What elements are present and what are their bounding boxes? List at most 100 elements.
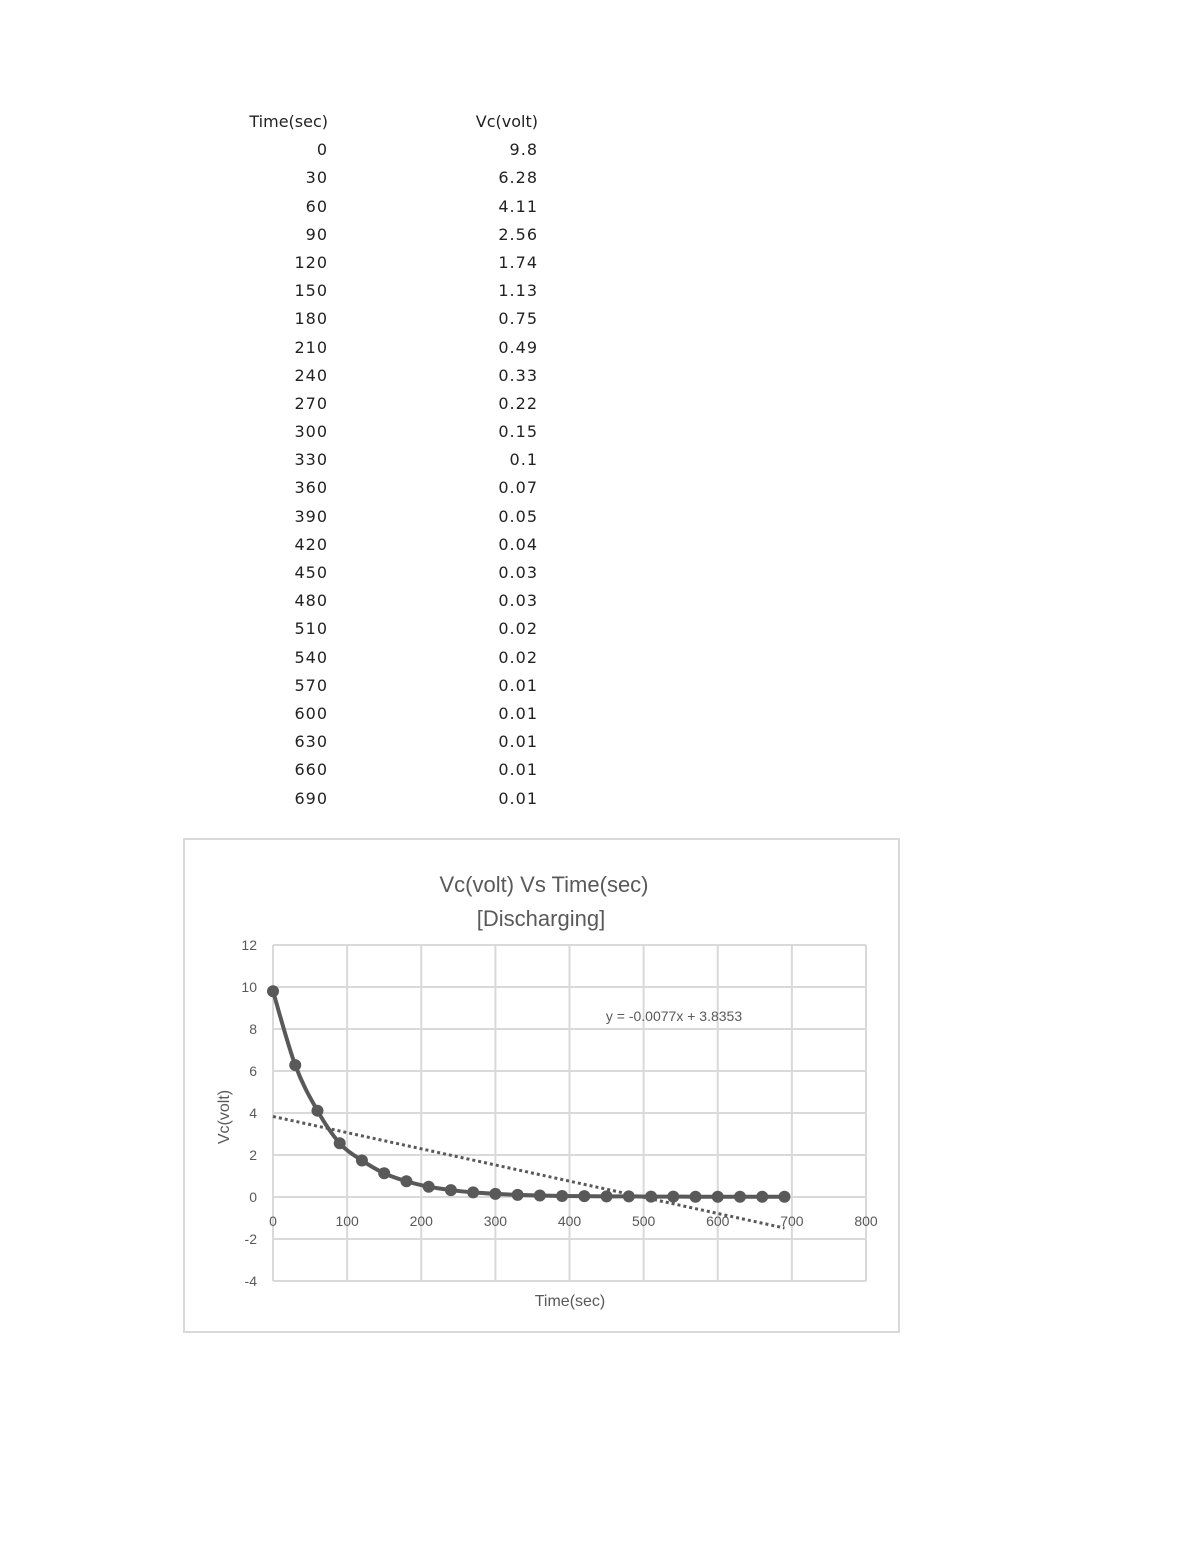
cell-vc: 0.01 [498, 760, 538, 780]
cell-vc: 0.15 [498, 422, 538, 442]
cell-vc: 0.04 [498, 534, 538, 554]
cell-time: 270 [294, 393, 328, 413]
cell-time: 570 [294, 675, 328, 695]
data-point [711, 1190, 724, 1203]
cell-vc: 4.11 [498, 196, 538, 216]
y-tick-label: 2 [249, 1147, 257, 1163]
table-row: 480 0.03 [230, 587, 550, 615]
table-row: 60 4.11 [230, 193, 550, 221]
cell-vc: 0.03 [498, 563, 538, 582]
y-tick-label: -4 [245, 1273, 258, 1289]
cell-vc: 0.07 [498, 478, 538, 498]
cell-time: 630 [294, 732, 328, 752]
cell-time: 240 [294, 365, 328, 385]
data-point [667, 1190, 680, 1203]
data-point [689, 1190, 702, 1203]
x-tick-label: 300 [484, 1213, 508, 1229]
data-point [400, 1175, 413, 1188]
data-point [733, 1190, 746, 1203]
x-tick-label: 100 [335, 1213, 359, 1229]
cell-vc: 9.8 [509, 140, 538, 160]
cell-time: 660 [294, 760, 328, 780]
data-point [556, 1189, 569, 1202]
gridlines [272, 944, 867, 1282]
cell-vc: 0.75 [498, 309, 538, 329]
data-point [511, 1188, 524, 1201]
table-row: 390 0.05 [230, 503, 550, 531]
cell-vc: 0.01 [498, 675, 538, 695]
x-tick-label: 500 [632, 1213, 656, 1229]
data-point [600, 1190, 613, 1203]
table-header: Time(sec) Vc(volt) [230, 108, 550, 136]
cell-time: 480 [294, 591, 328, 611]
cell-time: 360 [294, 478, 328, 498]
data-point [533, 1189, 546, 1202]
table-row: 270 0.22 [230, 390, 550, 418]
chart-svg: Vc(volt) Vs Time(sec) [Discharging] -4 -2… [216, 872, 878, 1310]
cell-vc: 1.13 [498, 281, 538, 301]
cell-time: 30 [305, 168, 328, 188]
cell-time: 420 [294, 534, 328, 554]
data-point [355, 1154, 368, 1167]
y-tick-labels: -4 -2 0 2 4 6 8 10 12 [241, 937, 257, 1289]
table-row: 330 0.1 [230, 446, 550, 474]
cell-time: 60 [305, 196, 328, 216]
cell-time: 690 [294, 788, 328, 808]
y-axis-label: Vc(volt) [216, 1090, 233, 1144]
data-point [311, 1104, 324, 1117]
cell-time: 540 [294, 647, 328, 667]
cell-vc: 0.22 [498, 393, 538, 413]
x-tick-label: 400 [558, 1213, 582, 1229]
cell-time: 90 [305, 224, 328, 244]
table-row: 300 0.15 [230, 418, 550, 446]
table-row: 600 0.01 [230, 700, 550, 728]
cell-time: 0 [316, 140, 328, 160]
table-row: 240 0.33 [230, 362, 550, 390]
table-row: 30 6.28 [230, 164, 550, 192]
table-row: 660 0.01 [230, 756, 550, 784]
x-tick-label: 0 [269, 1213, 277, 1229]
cell-time: 300 [294, 422, 328, 442]
table-row: 180 0.75 [230, 305, 550, 333]
trendline-equation: y = -0.0077x + 3.8353 [606, 1008, 742, 1024]
cell-time: 330 [294, 450, 328, 470]
data-point [444, 1184, 457, 1197]
table-row: 690 0.01 [230, 785, 550, 813]
table-row: 150 1.13 [230, 277, 550, 305]
chart-title: Vc(volt) Vs Time(sec) [439, 872, 648, 897]
cell-time: 600 [294, 703, 328, 723]
data-point [422, 1180, 435, 1193]
x-tick-label: 200 [410, 1213, 434, 1229]
cell-vc: 0.01 [498, 788, 538, 808]
data-series [267, 985, 791, 1203]
header-time: Time(sec) [249, 112, 328, 131]
cell-vc: 0.01 [498, 703, 538, 723]
table-row: 0 9.8 [230, 136, 550, 164]
y-tick-label: 4 [249, 1105, 257, 1121]
data-point [467, 1186, 480, 1199]
cell-time: 450 [294, 563, 328, 582]
x-axis-label: Time(sec) [535, 1293, 606, 1310]
cell-vc: 0.02 [498, 619, 538, 639]
table-row: 420 0.04 [230, 531, 550, 559]
x-tick-label: 600 [706, 1213, 730, 1229]
table-row: 510 0.02 [230, 615, 550, 643]
cell-vc: 6.28 [498, 168, 538, 188]
table-row: 360 0.07 [230, 474, 550, 502]
cell-time: 390 [294, 506, 328, 526]
cell-vc: 0.33 [498, 365, 538, 385]
cell-vc: 0.1 [509, 450, 538, 470]
y-tick-label: 6 [249, 1063, 257, 1079]
data-point [489, 1187, 502, 1200]
y-tick-label: 12 [241, 937, 257, 953]
cell-time: 120 [294, 252, 328, 272]
table-row: 630 0.01 [230, 728, 550, 756]
x-tick-label: 700 [780, 1213, 804, 1229]
data-point [645, 1190, 658, 1203]
trendline [272, 1114, 785, 1230]
table-row: 570 0.01 [230, 672, 550, 700]
data-point [778, 1190, 791, 1203]
data-point [578, 1190, 591, 1203]
cell-vc: 0.02 [498, 647, 538, 667]
cell-time: 210 [294, 337, 328, 357]
